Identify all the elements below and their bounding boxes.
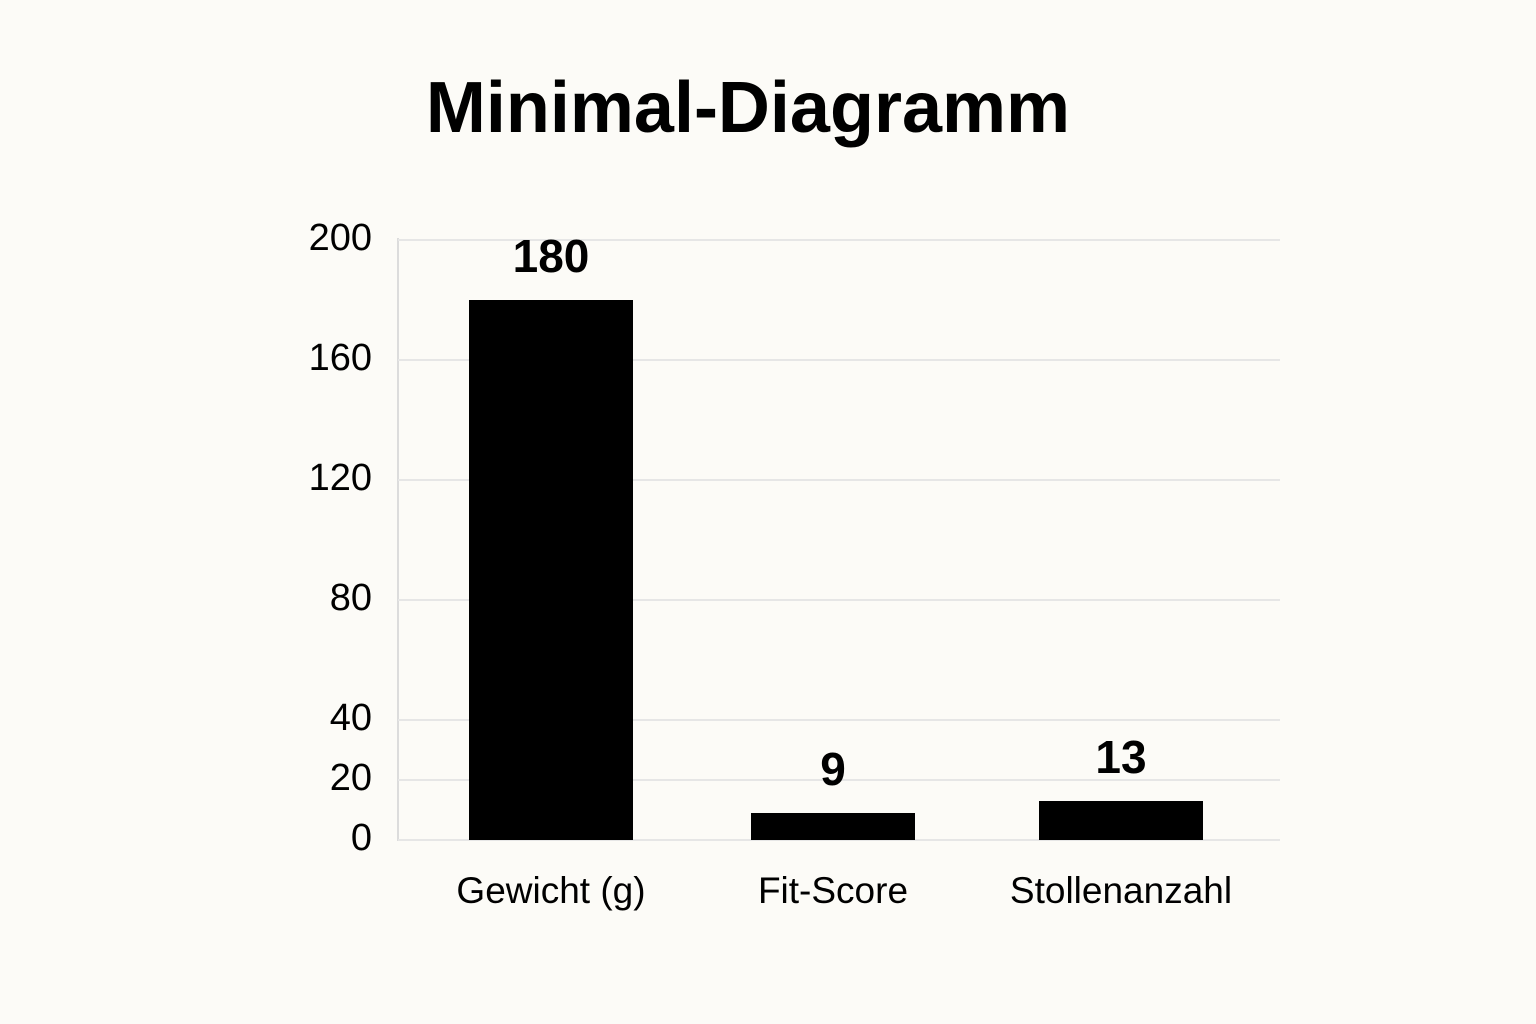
y-tick-label: 200 (309, 217, 372, 259)
value-label: 13 (1095, 731, 1146, 783)
y-tick-label: 40 (330, 697, 372, 739)
x-tick-label: Stollenanzahl (1010, 870, 1232, 911)
value-label: 180 (513, 230, 590, 282)
value-label: 9 (820, 743, 846, 795)
x-tick-label: Gewicht (g) (456, 870, 645, 911)
bar (751, 813, 915, 840)
y-tick-label: 0 (351, 817, 372, 859)
y-tick-label: 120 (309, 457, 372, 499)
chart-title: Minimal-Diagramm (426, 68, 1070, 148)
y-tick-label: 20 (330, 757, 372, 799)
y-tick-label: 80 (330, 577, 372, 619)
x-tick-label: Fit-Score (758, 870, 908, 911)
y-tick-label: 160 (309, 337, 372, 379)
bar (1039, 801, 1203, 840)
bar (469, 300, 633, 840)
